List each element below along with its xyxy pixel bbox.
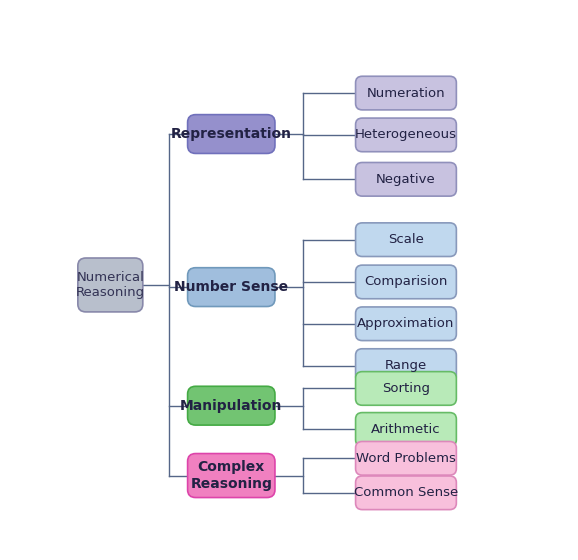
FancyBboxPatch shape [355,441,457,475]
FancyBboxPatch shape [355,223,457,256]
FancyBboxPatch shape [188,268,275,306]
Text: Sorting: Sorting [382,382,430,395]
Text: Scale: Scale [388,233,424,246]
Text: Numeration: Numeration [366,87,445,100]
Text: Word Problems: Word Problems [356,452,456,465]
Text: Complex
Reasoning: Complex Reasoning [190,460,272,491]
FancyBboxPatch shape [355,118,457,152]
FancyBboxPatch shape [355,76,457,110]
FancyBboxPatch shape [355,349,457,382]
FancyBboxPatch shape [355,413,457,446]
FancyBboxPatch shape [355,372,457,405]
FancyBboxPatch shape [355,476,457,510]
Text: Numerical
Reasoning: Numerical Reasoning [76,271,145,299]
Text: Range: Range [385,359,427,372]
Text: Common Sense: Common Sense [354,486,458,500]
FancyBboxPatch shape [188,386,275,425]
Text: Arithmetic: Arithmetic [371,423,441,436]
FancyBboxPatch shape [355,162,457,196]
FancyBboxPatch shape [355,265,457,298]
FancyBboxPatch shape [188,115,275,153]
Text: Heterogeneous: Heterogeneous [355,128,457,141]
Text: Number Sense: Number Sense [174,280,288,294]
Text: Manipulation: Manipulation [180,399,283,413]
FancyBboxPatch shape [78,258,143,312]
Text: Representation: Representation [171,127,292,141]
FancyBboxPatch shape [355,307,457,340]
Text: Approximation: Approximation [357,318,455,330]
Text: Comparision: Comparision [364,276,447,288]
Text: Negative: Negative [376,173,436,186]
FancyBboxPatch shape [188,454,275,497]
